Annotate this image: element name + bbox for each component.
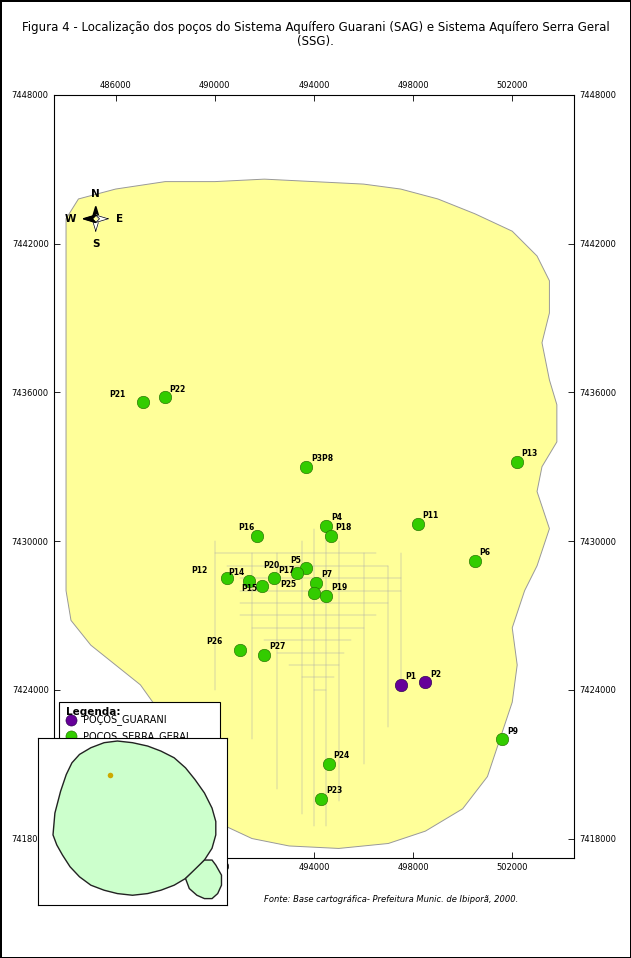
FancyBboxPatch shape	[66, 763, 83, 773]
Text: Legenda:: Legenda:	[66, 707, 121, 718]
Text: N: N	[91, 189, 100, 199]
Text: P11: P11	[423, 511, 439, 520]
Text: P2: P2	[430, 670, 441, 678]
Text: P26: P26	[206, 637, 222, 647]
Text: P3P8: P3P8	[311, 454, 333, 463]
Text: P7: P7	[321, 570, 332, 580]
Text: P21: P21	[109, 390, 126, 399]
Text: P1: P1	[405, 673, 416, 681]
Text: P5: P5	[291, 556, 302, 564]
Text: P14: P14	[228, 568, 244, 577]
Text: Vias_Ibipora: Vias_Ibipora	[83, 748, 143, 759]
Text: P27: P27	[269, 643, 285, 651]
Text: E: E	[115, 214, 123, 224]
Text: POÇOS_GUARANI: POÇOS_GUARANI	[83, 714, 167, 725]
Text: W: W	[64, 214, 76, 224]
Text: P9: P9	[507, 727, 518, 736]
Polygon shape	[92, 206, 100, 218]
Text: POÇOS_SERRA_GERAL: POÇOS_SERRA_GERAL	[83, 731, 192, 741]
Polygon shape	[92, 218, 100, 231]
Text: P25: P25	[280, 581, 297, 589]
Text: Figura 4 - Localização dos poços do Sistema Aquífero Guarani (SAG) e Sistema Aqu: Figura 4 - Localização dos poços do Sist…	[21, 20, 610, 34]
Text: P4: P4	[331, 513, 342, 522]
Text: S: S	[92, 239, 100, 249]
Text: P6: P6	[480, 548, 490, 558]
Polygon shape	[186, 860, 221, 899]
Text: P22: P22	[170, 384, 186, 394]
Polygon shape	[96, 216, 108, 222]
Text: P16: P16	[238, 523, 254, 533]
Text: P17: P17	[279, 565, 295, 575]
Polygon shape	[53, 741, 216, 895]
Text: Fonte: Base cartográfica- Prefeitura Munic. de Ibiporã, 2000.: Fonte: Base cartográfica- Prefeitura Mun…	[264, 896, 518, 904]
FancyBboxPatch shape	[59, 702, 220, 777]
Text: Município de Ibiporã: Município de Ibiporã	[83, 763, 182, 773]
Text: P15: P15	[241, 584, 257, 593]
Text: P19: P19	[331, 582, 347, 592]
Polygon shape	[83, 216, 96, 222]
Text: P23: P23	[326, 787, 342, 795]
Text: (SSG).: (SSG).	[297, 34, 334, 48]
Text: P24: P24	[333, 751, 350, 761]
Text: P18: P18	[336, 523, 352, 533]
Text: P20: P20	[263, 560, 279, 570]
Text: P12: P12	[191, 565, 208, 575]
Polygon shape	[66, 179, 557, 849]
Text: P13: P13	[522, 449, 538, 458]
